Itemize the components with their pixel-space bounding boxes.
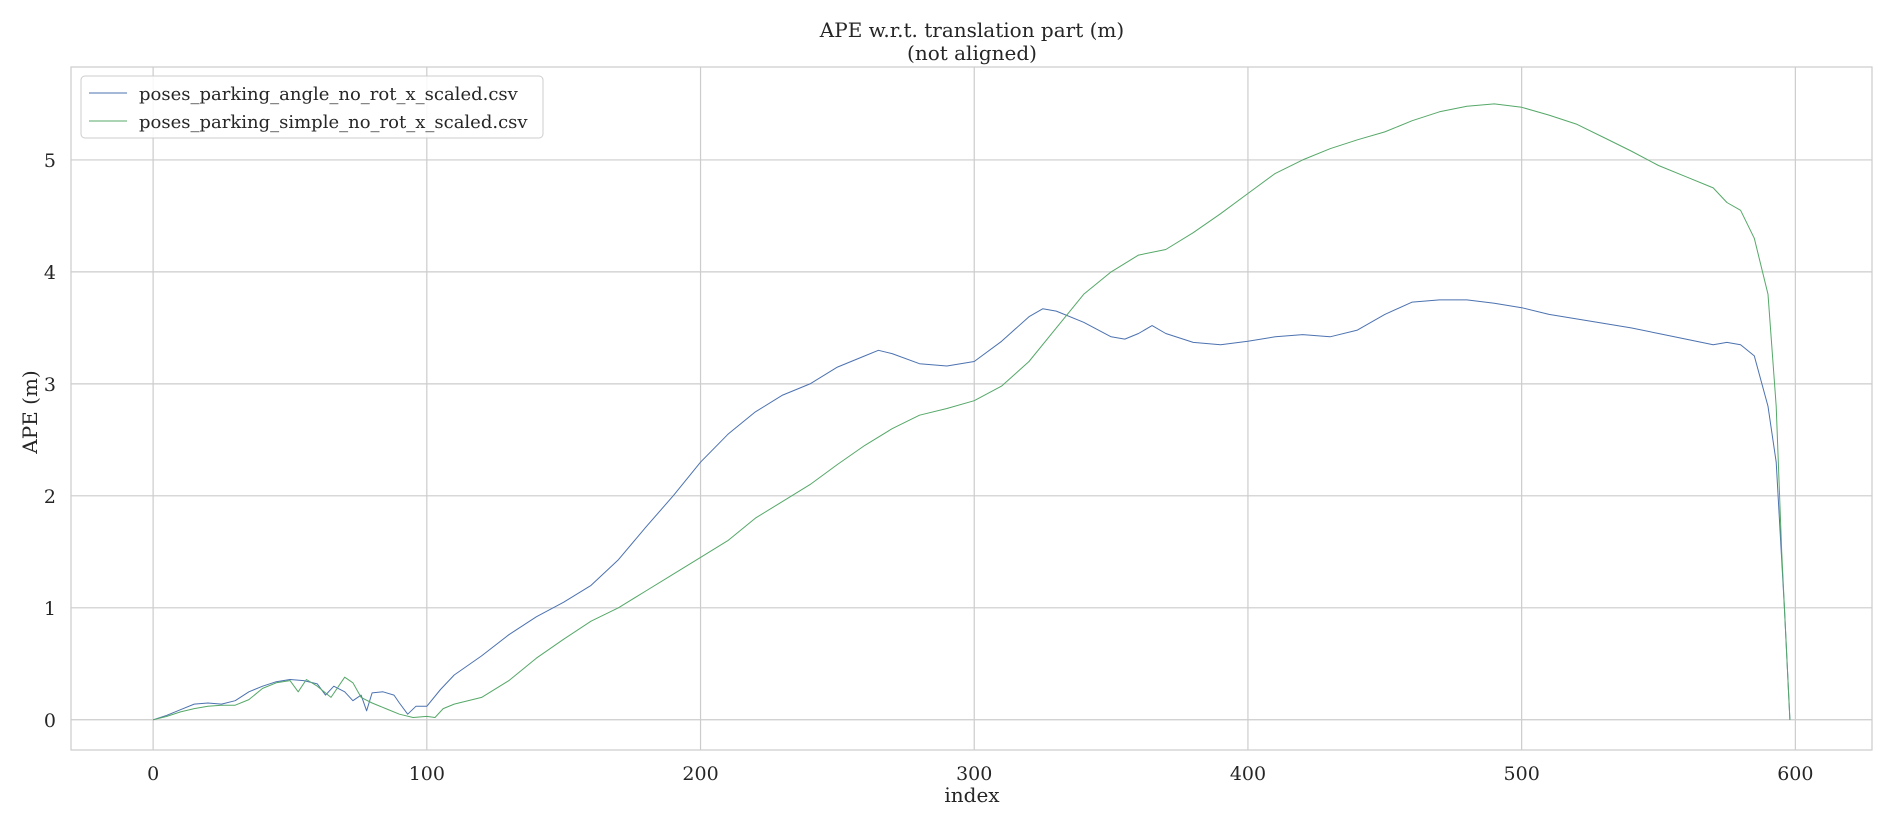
y-tick-label: 5 (44, 150, 56, 172)
legend-label-simple: poses_parking_simple_no_rot_x_scaled.csv (139, 112, 528, 133)
legend: poses_parking_angle_no_rot_x_scaled.csv … (80, 75, 544, 139)
y-tick-label: 2 (44, 486, 56, 508)
series-line-0 (152, 299, 1791, 721)
x-tick-label: 200 (682, 763, 718, 785)
x-tick-label: 300 (956, 763, 992, 785)
x-tick-label: 100 (409, 763, 445, 785)
x-tick-label: 500 (1504, 763, 1540, 785)
x-tick-label: 400 (1230, 763, 1266, 785)
x-tick-label: 0 (147, 763, 159, 785)
series-line-1 (152, 103, 1791, 721)
grid-lines (71, 67, 1872, 750)
y-axis-label: APE (m) (18, 370, 42, 454)
plot-area-frame (70, 66, 1873, 751)
chart-title: APE w.r.t. translation part (m) (819, 18, 1124, 42)
legend-label-angle: poses_parking_angle_no_rot_x_scaled.csv (139, 84, 519, 105)
x-tick-label: 600 (1777, 763, 1813, 785)
data-series-group (152, 103, 1791, 721)
legend-box (80, 75, 544, 139)
x-tick-labels: 0 100 200 300 400 500 600 (147, 763, 1813, 785)
chart-subtitle: (not aligned) (907, 41, 1037, 65)
y-tick-label: 0 (44, 710, 56, 732)
x-axis-label: index (944, 783, 1000, 807)
y-tick-label: 1 (44, 598, 56, 620)
y-tick-label: 4 (44, 262, 56, 284)
y-tick-labels: 0 1 2 3 4 5 (44, 150, 56, 732)
y-tick-label: 3 (44, 374, 56, 396)
